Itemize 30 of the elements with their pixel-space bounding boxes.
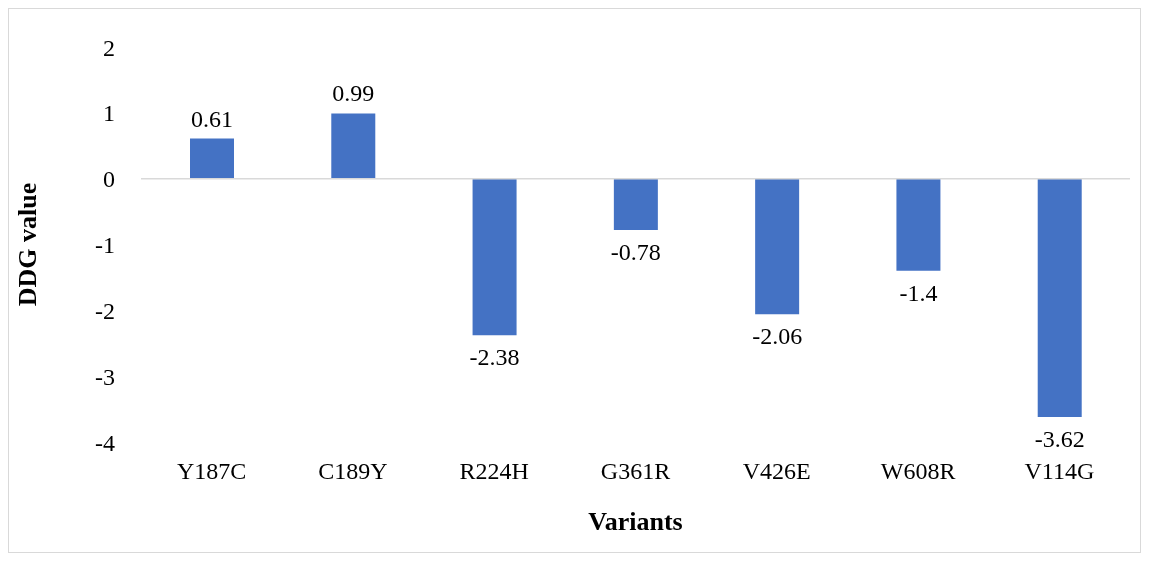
data-label: -1.4 [899,279,938,306]
x-tick-label: W608R [880,458,956,485]
bar [331,113,376,179]
data-label: -0.78 [610,239,661,266]
y-tick-label: -4 [95,429,115,456]
bar [472,178,517,336]
y-tick-label: 2 [103,34,115,61]
y-axis-title: DDG value [13,182,43,307]
data-label: -3.62 [1034,425,1085,452]
bar [896,178,941,271]
y-tick-label: 1 [103,100,115,127]
x-tick-label: V426E [742,458,811,485]
data-label: -2.06 [752,323,803,350]
y-tick-label: -1 [95,232,115,259]
bar [755,178,800,315]
data-label: 0.99 [332,80,375,107]
x-tick-label: Y187C [176,458,247,485]
data-label: -2.38 [469,344,520,371]
data-label: 0.61 [191,105,233,132]
bar [190,138,234,179]
y-tick-label: -2 [95,297,115,324]
bar [1037,178,1082,417]
x-tick-label: G361R [600,458,671,485]
y-tick-label: 0 [103,166,115,193]
x-tick-label: R224H [459,458,529,485]
y-tick-label: -3 [95,363,115,390]
bar [613,178,658,231]
x-axis-title: Variants [588,507,683,536]
x-tick-label: V114G [1024,458,1095,485]
x-tick-label: C189Y [318,458,388,485]
